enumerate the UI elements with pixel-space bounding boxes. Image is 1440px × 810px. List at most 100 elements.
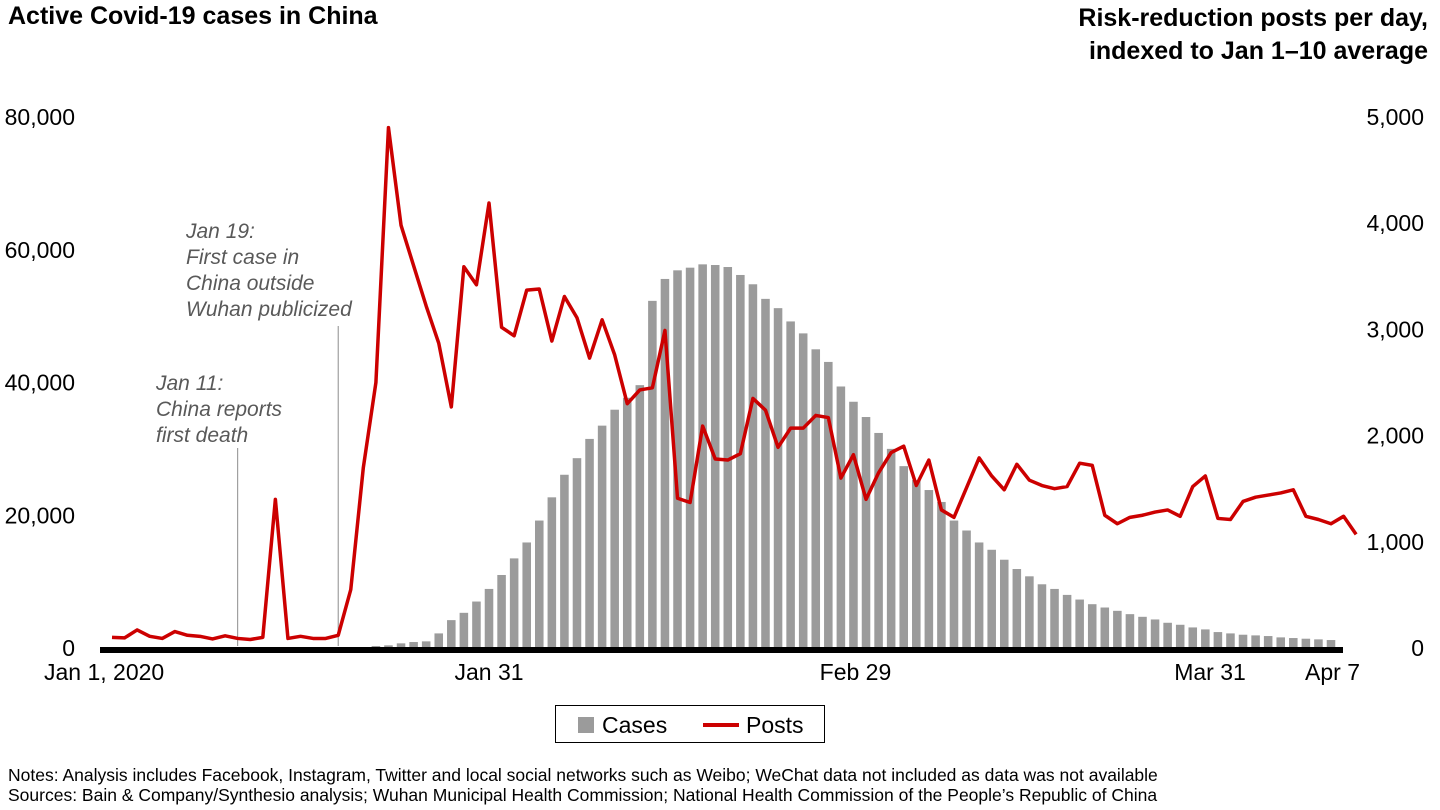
cases-bar	[1037, 584, 1047, 648]
cases-bar	[874, 432, 883, 648]
cases-bar	[698, 264, 707, 648]
cases-bar	[1289, 638, 1298, 648]
cases-bar	[384, 645, 393, 648]
cases-bar	[1150, 619, 1160, 648]
y-right-tick-label: 3,000	[1366, 316, 1424, 342]
cases-bar	[987, 549, 996, 648]
cases-bar	[773, 308, 783, 648]
cases-bar	[798, 333, 808, 648]
annotation-text: Jan 11:	[155, 372, 223, 395]
cases-bar	[811, 349, 821, 648]
cases-bar	[1125, 614, 1135, 648]
chart-legend: Cases Posts	[555, 705, 825, 743]
x-tick-label: Jan 31	[454, 659, 523, 685]
cases-bar	[949, 520, 959, 648]
cases-bar	[648, 300, 657, 648]
annotation-text: First case in	[186, 246, 299, 269]
sources-line: Sources: Bain & Company/Synthesio analys…	[8, 785, 1158, 805]
cases-bar	[748, 284, 758, 648]
legend-posts-label: Posts	[746, 712, 804, 738]
cases-bar	[1163, 622, 1172, 648]
cases-bar	[572, 458, 582, 648]
cases-bar	[509, 558, 519, 648]
right-axis-title: Risk-reduction posts per day, indexed to…	[1078, 2, 1428, 68]
cases-bar	[635, 385, 645, 648]
y-left-tick-label: 60,000	[5, 237, 75, 263]
cases-bar	[912, 480, 921, 648]
cases-bar	[547, 497, 557, 648]
posts-series-line	[111, 125, 1358, 642]
y-right-tick-label: 1,000	[1366, 529, 1424, 555]
cases-bar	[597, 425, 607, 648]
y-left-tick-label: 0	[62, 635, 75, 661]
annotation-text: first death	[156, 424, 248, 447]
x-axis-baseline	[100, 647, 1343, 653]
x-tick-label: Feb 29	[820, 659, 892, 685]
cases-bar	[1226, 633, 1235, 648]
cases-bar	[899, 466, 908, 648]
cases-bar	[409, 642, 418, 648]
cases-bar	[1238, 634, 1248, 648]
cases-bar	[924, 490, 934, 648]
cases-bar	[1326, 640, 1336, 648]
cases-bar	[1263, 636, 1273, 648]
cases-bar	[421, 641, 431, 648]
cases-bar	[484, 588, 494, 648]
cases-bar	[836, 386, 846, 648]
cases-bar	[434, 633, 444, 648]
cases-bar	[736, 274, 745, 648]
cases-bar	[1301, 638, 1311, 648]
cases-bar	[962, 530, 971, 648]
left-axis-title: Active Covid-19 cases in China	[8, 2, 378, 30]
cases-bar	[459, 612, 469, 648]
cases-bar	[1251, 635, 1260, 648]
cases-bar	[396, 643, 406, 648]
cases-bar	[1075, 599, 1084, 648]
cases-bar	[522, 542, 531, 648]
cases-bar	[560, 474, 569, 648]
y-left-tick-label: 40,000	[5, 370, 75, 396]
y-right-tick-label: 2,000	[1366, 423, 1424, 449]
cases-bar	[1175, 624, 1185, 648]
y-right-tick-label: 4,000	[1366, 210, 1424, 236]
cases-bar	[1012, 569, 1022, 648]
cases-bar	[999, 559, 1009, 648]
cases-bar	[685, 267, 695, 648]
cases-bar	[673, 270, 682, 648]
cases-bar	[1100, 607, 1110, 648]
legend-cases-label: Cases	[602, 712, 668, 738]
cases-bar	[761, 298, 770, 648]
cases-bar	[1025, 576, 1034, 648]
cases-bar	[1213, 632, 1223, 648]
cases-bar	[447, 620, 456, 648]
cases-bar	[585, 438, 594, 648]
cases-bar	[886, 448, 896, 648]
right-axis-title-line-2: indexed to Jan 1–10 average	[1088, 37, 1428, 65]
cases-bar	[1062, 594, 1072, 648]
cases-bar	[824, 361, 833, 648]
cases-bar	[1314, 639, 1323, 648]
cases-bar	[610, 409, 619, 648]
cases-bar	[723, 267, 733, 648]
x-tick-label: Jan 1, 2020	[44, 659, 164, 685]
x-tick-label: Apr 7	[1305, 659, 1360, 685]
cases-bar	[622, 397, 632, 648]
annotation-text: Jan 19:	[185, 220, 255, 243]
cases-bar	[660, 278, 670, 648]
cases-bar	[1276, 637, 1286, 648]
y-left-tick-label: 80,000	[5, 104, 75, 130]
legend-cases-swatch	[578, 717, 594, 733]
cases-bar	[1087, 604, 1097, 648]
y-right-tick-label: 5,000	[1366, 104, 1424, 130]
cases-bar	[849, 401, 858, 648]
cases-bar	[1138, 616, 1147, 648]
chart-notes: Notes: Analysis includes Facebook, Insta…	[8, 765, 1158, 805]
y-right-tick-label: 0	[1411, 635, 1424, 661]
cases-bar	[1050, 588, 1059, 648]
notes-line: Notes: Analysis includes Facebook, Insta…	[8, 765, 1158, 785]
cases-bar	[497, 574, 506, 648]
legend-posts-swatch	[703, 723, 739, 727]
cases-bar	[861, 417, 871, 648]
cases-bar	[974, 542, 984, 648]
